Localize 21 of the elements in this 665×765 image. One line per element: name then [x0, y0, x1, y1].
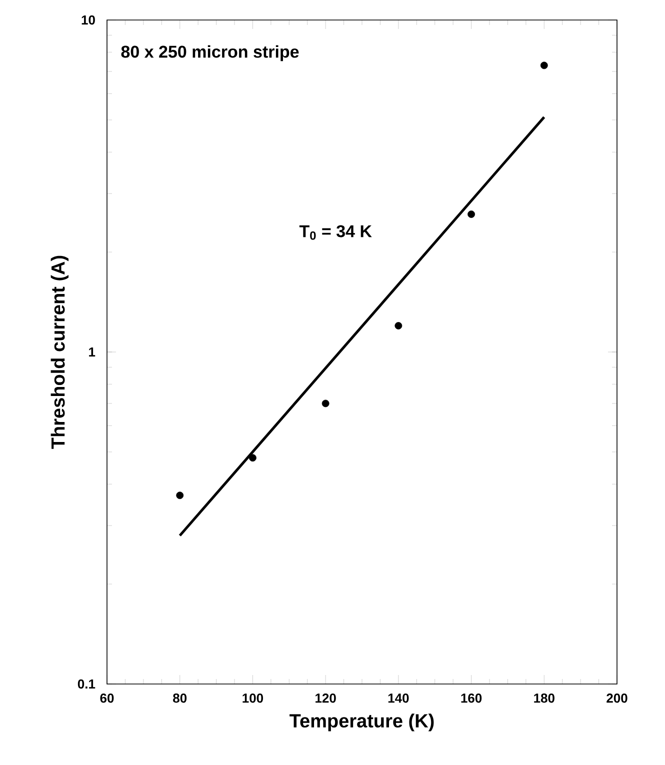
y-tick-label: 1 [89, 348, 96, 356]
x-tick-label: 100 [242, 694, 264, 703]
x-tick-label: 160 [461, 694, 482, 703]
x-tick-label: 140 [388, 694, 409, 703]
point [176, 492, 184, 500]
point [468, 210, 475, 218]
x-axis-title: Temperature (K) [290, 714, 434, 732]
x-tick-label: 120 [316, 694, 336, 703]
y-tick-label: 10 [82, 15, 95, 25]
point [322, 400, 330, 408]
point [540, 62, 548, 70]
x-tick-label: 200 [606, 694, 628, 703]
point [394, 322, 402, 330]
x-tick-label: 60 [100, 694, 114, 703]
point [249, 454, 256, 462]
y-axis-title: Threshold current (A) [50, 256, 69, 449]
x-tick-label: 80 [173, 694, 187, 703]
annotation: 80 x 250 micron stripe [121, 45, 299, 62]
y-tick-label: 0.1 [78, 679, 96, 689]
x-tick-label: 180 [534, 694, 554, 703]
annotation: T$_{0}$ = 34 K [299, 225, 372, 240]
